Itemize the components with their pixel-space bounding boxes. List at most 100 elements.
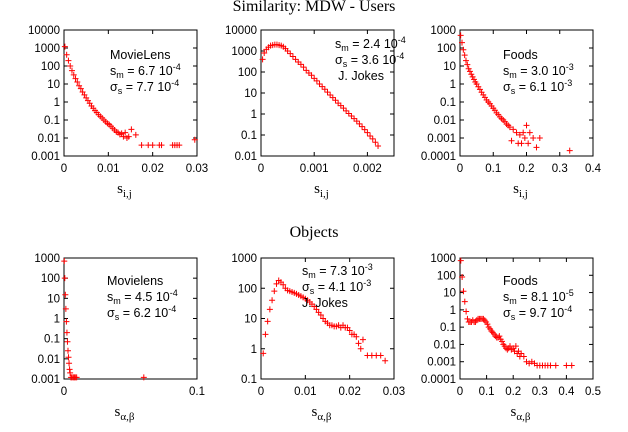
data-point xyxy=(460,288,467,295)
x-tick-label: 0 xyxy=(258,386,264,398)
data-point xyxy=(64,338,71,345)
data-point xyxy=(458,39,465,46)
x-tick-label: 0.001 xyxy=(300,163,329,175)
data-point xyxy=(521,135,528,141)
x-tick-label: 0.4 xyxy=(585,163,602,175)
data-point xyxy=(262,331,269,338)
plot-frame xyxy=(63,29,198,157)
data-point xyxy=(332,97,339,104)
data-point xyxy=(547,362,554,369)
data-point xyxy=(356,120,363,127)
data-point xyxy=(470,76,477,83)
y-tick-label: 10 xyxy=(47,293,60,305)
data-point xyxy=(507,343,514,350)
data-point xyxy=(319,83,326,90)
data-point xyxy=(65,354,72,361)
data-point xyxy=(510,126,517,133)
y-tick-label: 0.01 xyxy=(38,133,60,145)
x-axis-label: si,j xyxy=(314,181,329,200)
y-tick-label: 10000 xyxy=(225,25,257,37)
x-tick-label: 0.01 xyxy=(294,386,316,398)
data-point xyxy=(273,280,280,287)
data-point xyxy=(316,80,323,87)
x-tick-label: 0.002 xyxy=(353,163,382,175)
bottom-heading: Objects xyxy=(289,224,339,241)
data-point xyxy=(473,317,480,324)
data-point xyxy=(61,43,68,50)
data-point xyxy=(313,77,320,84)
data-point xyxy=(191,136,198,143)
data-point xyxy=(512,343,519,350)
stat-mean: sm = 6.7 10-4 xyxy=(110,62,181,80)
data-point xyxy=(324,89,331,96)
data-point xyxy=(518,140,525,147)
x-tick-label: 0.1 xyxy=(189,386,205,398)
panel-4: 0.001 0.01 0.1 1 10 100 1000 0 0.1 sα,β Movielenss… xyxy=(31,253,205,423)
data-point xyxy=(466,68,473,75)
dataset-label: Movielens xyxy=(107,274,163,288)
y-tick-label: 1000 xyxy=(430,25,456,37)
data-point xyxy=(64,347,71,354)
x-tick-label: 0 xyxy=(258,163,264,175)
stat-mean: sm = 3.0 10-3 xyxy=(503,62,574,80)
data-point xyxy=(508,137,515,144)
data-point xyxy=(523,122,530,129)
data-point xyxy=(357,345,364,352)
data-point xyxy=(568,362,575,369)
data-point xyxy=(303,67,310,74)
data-point xyxy=(499,338,506,345)
data-point xyxy=(311,75,318,82)
data-point xyxy=(465,65,472,72)
data-point xyxy=(149,142,156,149)
data-point xyxy=(457,32,464,39)
data-point xyxy=(469,73,476,80)
data-point xyxy=(176,142,183,149)
data-point xyxy=(382,357,389,364)
data-point xyxy=(355,340,362,347)
y-tick-label: 0.0001 xyxy=(421,374,456,386)
x-tick-label: 0.02 xyxy=(141,163,163,175)
y-tick-label: 10000 xyxy=(28,25,60,37)
x-tick-label: 0.4 xyxy=(558,386,575,398)
data-point xyxy=(321,86,328,93)
y-tick-label: 0.1 xyxy=(440,97,456,109)
y-tick-label: 1 xyxy=(251,109,257,121)
x-tick-label: 0.03 xyxy=(186,163,208,175)
data-point xyxy=(346,327,353,334)
data-point xyxy=(66,360,73,367)
data-point xyxy=(68,67,75,74)
data-point xyxy=(464,61,471,68)
data-point xyxy=(335,100,342,107)
panel-6: 0.0001 0.001 0.01 0.1 1 10 100 1000 0 0.1 0.2 0.3 0.… xyxy=(421,253,601,423)
data-point xyxy=(464,315,471,322)
data-point xyxy=(364,129,371,136)
data-point xyxy=(348,113,355,120)
y-tick-label: 0.01 xyxy=(235,151,257,163)
data-point xyxy=(74,78,81,85)
x-tick-label: 0.3 xyxy=(532,386,548,398)
y-tick-label: 0.01 xyxy=(38,354,60,366)
data-point xyxy=(343,107,350,114)
data-point xyxy=(120,133,127,140)
y-tick-label: 1000 xyxy=(34,253,60,265)
data-point xyxy=(317,312,324,319)
y-tick-label: 10 xyxy=(443,288,456,300)
data-point xyxy=(484,321,491,328)
data-point xyxy=(533,144,540,151)
data-point xyxy=(526,129,533,136)
data-point xyxy=(340,105,347,112)
panel-2: 0.01 0.1 1 10 100 1000 10000 0 0.001 0.002 si,j sm … xyxy=(225,25,406,200)
y-tick-label: 0.1 xyxy=(241,374,257,386)
top-heading: Similarity: MDW - Users xyxy=(232,0,396,15)
y-tick-label: 1 xyxy=(54,314,60,326)
x-tick-label: 0 xyxy=(61,163,67,175)
data-point xyxy=(461,52,468,59)
x-tick-label: 0.03 xyxy=(383,386,405,398)
x-tick-label: 0.5 xyxy=(585,386,601,398)
data-point xyxy=(337,102,344,109)
x-tick-label: 0 xyxy=(457,163,463,175)
stat-sigma: σs = 7.7 10-4 xyxy=(110,78,179,96)
data-point xyxy=(459,273,466,280)
dataset-label: J. Jokes xyxy=(302,296,348,310)
